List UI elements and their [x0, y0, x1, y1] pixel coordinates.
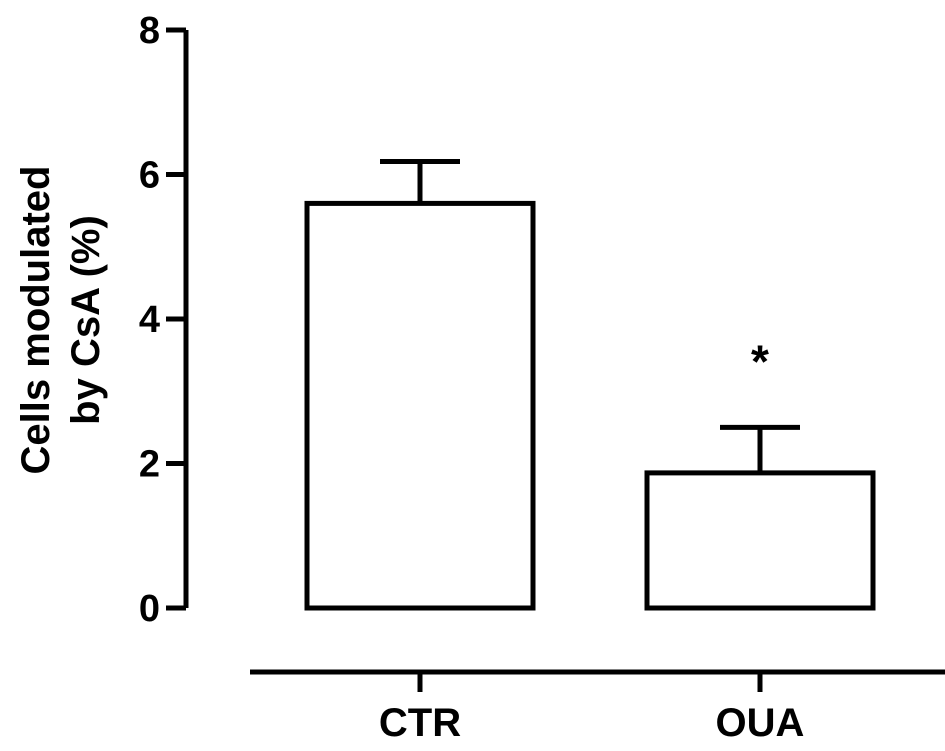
x-axis: CTR OUA	[250, 669, 945, 745]
bar-oua	[644, 470, 876, 611]
y-axis: 0 2 4 6 8	[139, 10, 189, 630]
y-tick-label: 6	[139, 155, 160, 197]
y-tick-label: 8	[139, 10, 160, 52]
y-axis-title: Cells modulated by CsA (%)	[14, 166, 108, 475]
y-tick-label: 4	[139, 299, 160, 341]
y-axis-title-line-2: by CsA (%)	[64, 215, 108, 425]
y-tick-label: 0	[139, 588, 160, 630]
x-category-label: CTR	[379, 701, 461, 745]
y-tick-label: 2	[139, 444, 160, 486]
y-axis-title-line-1: Cells modulated	[14, 166, 58, 475]
x-category-label: OUA	[716, 701, 805, 745]
bar-ctr	[304, 200, 536, 611]
significance-marker: *	[751, 335, 769, 387]
bars: *	[304, 158, 876, 611]
